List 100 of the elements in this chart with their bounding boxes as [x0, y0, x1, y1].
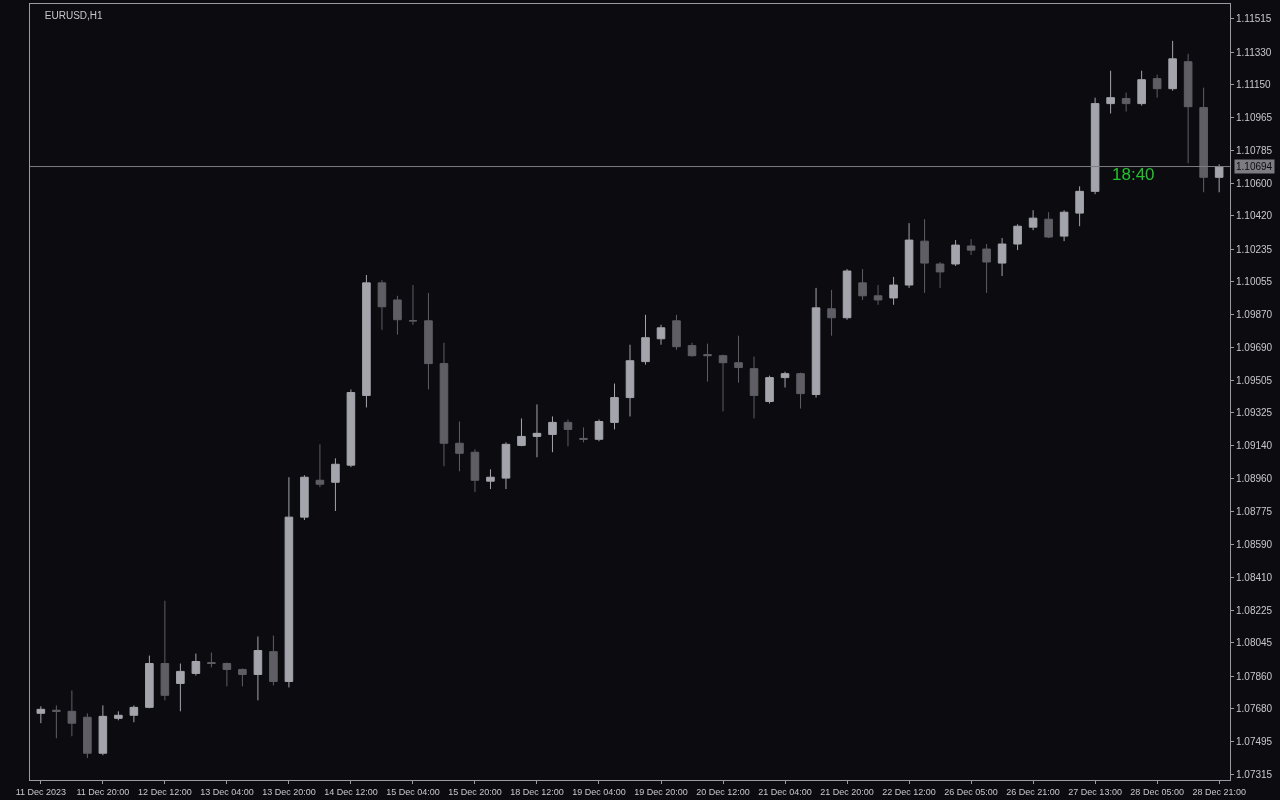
- y-tick-label: 1.08225: [1236, 604, 1273, 616]
- candlestick: [222, 662, 232, 687]
- y-tick-label: 1.09505: [1236, 374, 1273, 386]
- y-tick-label: 1.08775: [1236, 506, 1273, 518]
- x-tick-label: 13 Dec 20:00: [262, 786, 316, 797]
- annotation: 18:40: [1112, 165, 1155, 184]
- x-tick-label: 15 Dec 20:00: [448, 786, 502, 797]
- candlestick: [765, 375, 774, 405]
- x-tick-label: 19 Dec 20:00: [634, 786, 688, 797]
- candlestick: [470, 448, 480, 493]
- x-tick-label: 12 Dec 12:00: [138, 786, 192, 797]
- y-tick-label: 1.07680: [1236, 702, 1273, 714]
- candlestick: [780, 371, 790, 389]
- candlestick: [207, 652, 216, 668]
- candlestick: [67, 689, 77, 737]
- candlestick: [83, 712, 92, 759]
- candlestick: [129, 704, 139, 723]
- x-tick-label: 27 Dec 13:00: [1068, 786, 1122, 797]
- candlestick: [1106, 70, 1115, 114]
- candlestick: [951, 239, 960, 267]
- candlestick: [52, 704, 61, 739]
- candlestick: [253, 636, 263, 701]
- candlestick: [563, 419, 573, 447]
- y-tick-label: 1.07315: [1236, 768, 1273, 780]
- candlestick: [1044, 211, 1053, 239]
- candlestick: [1199, 87, 1208, 193]
- candlestick: [1059, 209, 1069, 242]
- candlestick: [842, 268, 852, 321]
- candlestick: [796, 372, 805, 410]
- x-tick-label: 26 Dec 21:00: [1006, 786, 1060, 797]
- candlestick: [889, 276, 898, 306]
- candlestick: [811, 287, 821, 399]
- x-tick-label: 14 Dec 12:00: [324, 786, 378, 797]
- y-tick-label: 1.07495: [1236, 736, 1273, 748]
- x-tick-label: 11 Dec 2023: [15, 786, 67, 797]
- candlestick: [114, 710, 123, 721]
- y-tick-label: 1.11330: [1236, 46, 1272, 58]
- candlestick: [408, 284, 418, 326]
- candlestick: [610, 383, 619, 430]
- candlestick: [300, 474, 309, 521]
- y-tick-label: 1.10965: [1236, 112, 1273, 124]
- candlestick: [36, 705, 46, 724]
- candlestick: [393, 295, 402, 336]
- candlestick: [269, 635, 278, 686]
- candlestick: [1183, 53, 1193, 164]
- y-tick-label: 1.07860: [1236, 670, 1273, 682]
- text: EURUSD,H1: [44, 10, 104, 21]
- candlestick: [1013, 223, 1022, 251]
- candlestick: [687, 342, 697, 358]
- x-tick-label: 19 Dec 04:00: [572, 786, 626, 797]
- candlestick: [346, 388, 356, 468]
- y-tick-label: 1.11515: [1236, 13, 1272, 25]
- candlestick: [1121, 92, 1131, 113]
- x-tick-label: 21 Dec 04:00: [758, 786, 812, 797]
- candlestick: [873, 284, 883, 306]
- candlestick: [98, 704, 108, 756]
- candlestick: [517, 417, 526, 447]
- y-tick-label: 1.09140: [1236, 440, 1273, 452]
- x-tick-label: 22 Dec 12:00: [882, 786, 936, 797]
- candlestick: [1168, 40, 1177, 92]
- candlestick: [362, 274, 371, 408]
- candlestick: [982, 243, 991, 294]
- candlestick: [1137, 70, 1146, 107]
- candlestick: [827, 289, 836, 337]
- y-tick-label: 1.08410: [1236, 571, 1273, 583]
- candlestick: [734, 335, 743, 384]
- candlestick: [1075, 185, 1084, 227]
- y-tick-label: 1.08590: [1236, 539, 1273, 551]
- y-tick-label: 1.09325: [1236, 407, 1273, 419]
- candlestick: [920, 218, 929, 294]
- x-tick-label: 28 Dec 21:00: [1192, 786, 1246, 797]
- y-tick-label: 1.10235: [1236, 243, 1273, 255]
- y-tick-label: 1.11150: [1236, 79, 1272, 91]
- x-tick-label: 18 Dec 12:00: [510, 786, 564, 797]
- y-tick-label: 1.10420: [1236, 210, 1273, 222]
- candlestick: [966, 238, 976, 256]
- candlestick: [501, 441, 511, 490]
- x-tick-label: 11 Dec 20:00: [76, 786, 130, 797]
- candlestick: [176, 662, 185, 712]
- candlestick: [439, 342, 449, 467]
- candlestick: [532, 403, 542, 458]
- candlestick: [315, 443, 325, 488]
- candlestick: [424, 292, 433, 390]
- candlestick: [1090, 97, 1100, 195]
- candlestick: [672, 314, 681, 351]
- candlestick: [284, 476, 294, 688]
- candlestick: [641, 314, 650, 366]
- candlestick: [160, 600, 170, 701]
- candlestick: [935, 261, 945, 289]
- candlestick: [486, 468, 495, 490]
- x-tick-label: 28 Dec 05:00: [1130, 786, 1184, 797]
- y-tick-label: 1.09870: [1236, 309, 1273, 321]
- candlestick: [331, 457, 340, 512]
- y-tick-label: 1.08045: [1236, 637, 1273, 649]
- candlestick: [656, 324, 666, 346]
- candlestick: [718, 354, 728, 412]
- candlestick: [904, 222, 914, 289]
- x-tick-label: 13 Dec 04:00: [200, 786, 254, 797]
- candlestick: [703, 343, 712, 383]
- candlestick: [1152, 74, 1162, 99]
